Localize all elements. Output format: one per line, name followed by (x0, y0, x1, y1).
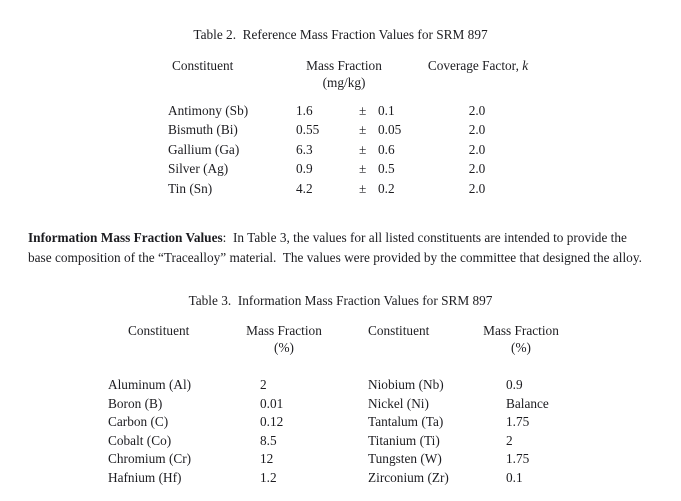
plus-minus-sign: ± (359, 181, 367, 196)
constituent-cell: Gallium (Ga) (168, 142, 240, 157)
plus-minus-sign: ± (359, 142, 367, 157)
info-paragraph-line2: base composition of the “Tracealloy” mat… (28, 250, 642, 265)
coverage-factor-cell: 2.0 (468, 103, 486, 118)
table3-row: Chromium (Cr) 12 Tungsten (W) 1.75 (0, 451, 681, 467)
table3-header-right-constituent: Constituent (368, 323, 430, 338)
coverage-factor-symbol: k (522, 58, 529, 73)
table3-row: Cobalt (Co) 8.5 Titanium (Ti) 2 (0, 433, 681, 449)
right-value-cell: 0.9 (506, 377, 523, 392)
table2-header-constituent: Constituent (172, 58, 234, 73)
table2-row: Tin (Sn) 4.2 ± 0.2 2.0 (0, 181, 681, 197)
table2-row: Bismuth (Bi) 0.55 ± 0.05 2.0 (0, 122, 681, 138)
paragraph-lead: Information Mass Fraction Values (28, 230, 223, 245)
coverage-factor-cell: 2.0 (468, 122, 486, 137)
uncertainty-cell: 0.2 (378, 181, 395, 196)
table3-row: Hafnium (Hf) 1.2 Zirconium (Zr) 0.1 (0, 470, 681, 486)
right-constituent-cell: Niobium (Nb) (368, 377, 444, 392)
left-value-cell: 1.2 (260, 470, 277, 485)
plus-minus-sign: ± (359, 122, 367, 137)
value-cell: 0.55 (296, 122, 320, 137)
value-cell: 1.6 (296, 103, 313, 118)
left-constituent-cell: Carbon (C) (108, 414, 169, 429)
table3-title: Table 3. Information Mass Fraction Value… (188, 293, 493, 308)
paragraph-line1-rest: : In Table 3, the values for all listed … (222, 230, 627, 245)
plus-minus-sign: ± (359, 103, 367, 118)
right-constituent-cell: Nickel (Ni) (368, 396, 429, 411)
table3-row: Boron (B) 0.01 Nickel (Ni) Balance (0, 396, 681, 412)
coverage-factor-label: Coverage Factor, (427, 58, 523, 73)
right-value-cell: Balance (506, 396, 549, 411)
left-value-cell: 12 (260, 451, 274, 466)
left-constituent-cell: Chromium (Cr) (108, 451, 192, 466)
right-constituent-cell: Zirconium (Zr) (368, 470, 449, 485)
table2-header-coverage-factor: Coverage Factor, k (408, 58, 548, 73)
left-value-cell: 0.01 (260, 396, 284, 411)
table2-row: Silver (Ag) 0.9 ± 0.5 2.0 (0, 161, 681, 177)
plus-minus-sign: ± (359, 161, 367, 176)
coverage-factor-cell: 2.0 (468, 142, 486, 157)
right-value-cell: 2 (506, 433, 513, 448)
table3-header-right-unit: (%) (511, 340, 531, 355)
left-constituent-cell: Boron (B) (108, 396, 163, 411)
constituent-cell: Bismuth (Bi) (168, 122, 238, 137)
right-constituent-cell: Tungsten (W) (368, 451, 442, 466)
uncertainty-cell: 0.6 (378, 142, 395, 157)
value-cell: 6.3 (296, 142, 313, 157)
table3-row: Aluminum (Al) 2 Niobium (Nb) 0.9 (0, 377, 681, 393)
table2-row: Gallium (Ga) 6.3 ± 0.6 2.0 (0, 142, 681, 158)
info-paragraph-line1: Information Mass Fraction Values: In Tab… (28, 230, 673, 245)
left-value-cell: 0.12 (260, 414, 284, 429)
uncertainty-cell: 0.5 (378, 161, 395, 176)
coverage-factor-cell: 2.0 (468, 161, 486, 176)
left-constituent-cell: Cobalt (Co) (108, 433, 172, 448)
left-value-cell: 2 (260, 377, 267, 392)
right-value-cell: 1.75 (506, 414, 530, 429)
table3-header-left-mass-fraction: Mass Fraction (246, 323, 322, 338)
table3-header-right-mass-fraction: Mass Fraction (483, 323, 559, 338)
right-value-cell: 0.1 (506, 470, 523, 485)
table2-row: Antimony (Sb) 1.6 ± 0.1 2.0 (0, 103, 681, 119)
table2-header-mass-fraction-unit: (mg/kg) (322, 75, 366, 90)
value-cell: 0.9 (296, 161, 313, 176)
table3-header-left-constituent: Constituent (128, 323, 190, 338)
coverage-factor-cell: 2.0 (468, 181, 486, 196)
uncertainty-cell: 0.05 (378, 122, 402, 137)
left-constituent-cell: Aluminum (Al) (108, 377, 192, 392)
right-value-cell: 1.75 (506, 451, 530, 466)
table2-header-mass-fraction: Mass Fraction (306, 58, 382, 73)
table3-header-left-unit: (%) (274, 340, 294, 355)
constituent-cell: Antimony (Sb) (168, 103, 249, 118)
table2-title: Table 2. Reference Mass Fraction Values … (193, 27, 488, 42)
right-constituent-cell: Titanium (Ti) (368, 433, 440, 448)
constituent-cell: Silver (Ag) (168, 161, 229, 176)
constituent-cell: Tin (Sn) (168, 181, 213, 196)
value-cell: 4.2 (296, 181, 313, 196)
left-constituent-cell: Hafnium (Hf) (108, 470, 182, 485)
table3-row: Carbon (C) 0.12 Tantalum (Ta) 1.75 (0, 414, 681, 430)
left-value-cell: 8.5 (260, 433, 277, 448)
right-constituent-cell: Tantalum (Ta) (368, 414, 444, 429)
uncertainty-cell: 0.1 (378, 103, 395, 118)
